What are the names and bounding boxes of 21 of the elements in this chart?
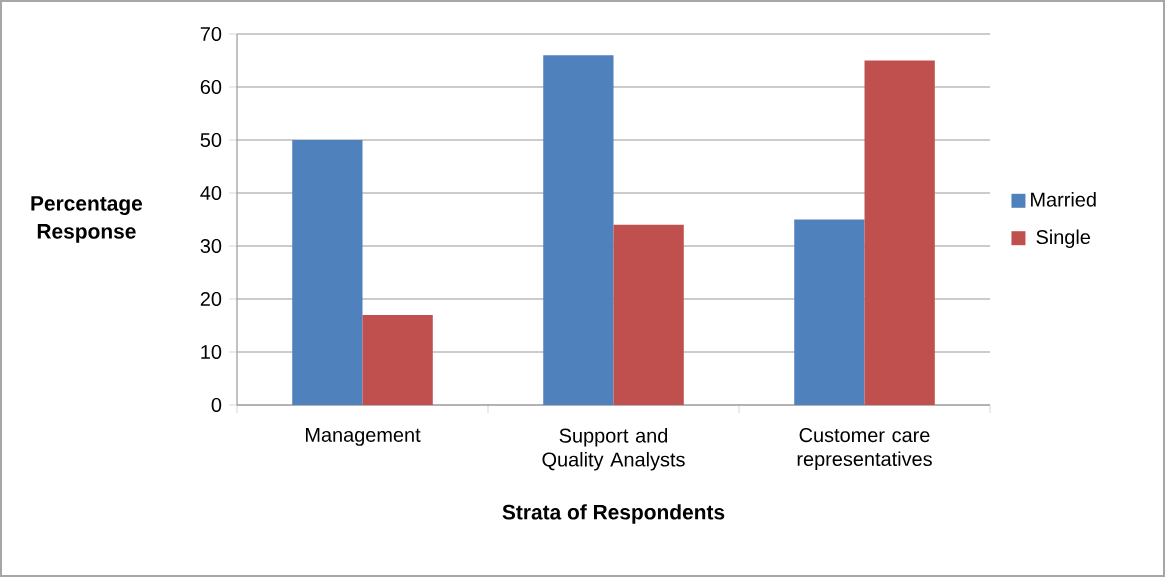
- bar: [543, 55, 614, 405]
- x-tick-label: Customer care representatives: [797, 428, 932, 470]
- bar: [613, 224, 684, 405]
- bar: [292, 139, 363, 405]
- bar: [362, 314, 433, 405]
- y-tick-label: 20: [200, 291, 222, 307]
- x-tick-label: Management: [305, 428, 421, 446]
- y-tick-label: 60: [200, 79, 222, 95]
- y-tick-label: 40: [200, 185, 222, 201]
- y-tick-label: 0: [211, 397, 222, 413]
- bar: [794, 219, 865, 405]
- legend-label: Married: [1031, 192, 1096, 207]
- y-tick-label: 70: [200, 26, 222, 42]
- y-tick-label: 50: [200, 132, 222, 148]
- y-tick-label: 30: [200, 238, 222, 254]
- bar: [864, 60, 935, 405]
- y-axis-title: Percentage Response: [31, 196, 143, 243]
- x-axis-title: Strata of Respondents: [502, 504, 725, 524]
- legend-label: Single: [1036, 229, 1090, 249]
- x-tick-label: Support and Quality Analysts: [542, 428, 685, 471]
- y-tick-label: 10: [201, 344, 222, 360]
